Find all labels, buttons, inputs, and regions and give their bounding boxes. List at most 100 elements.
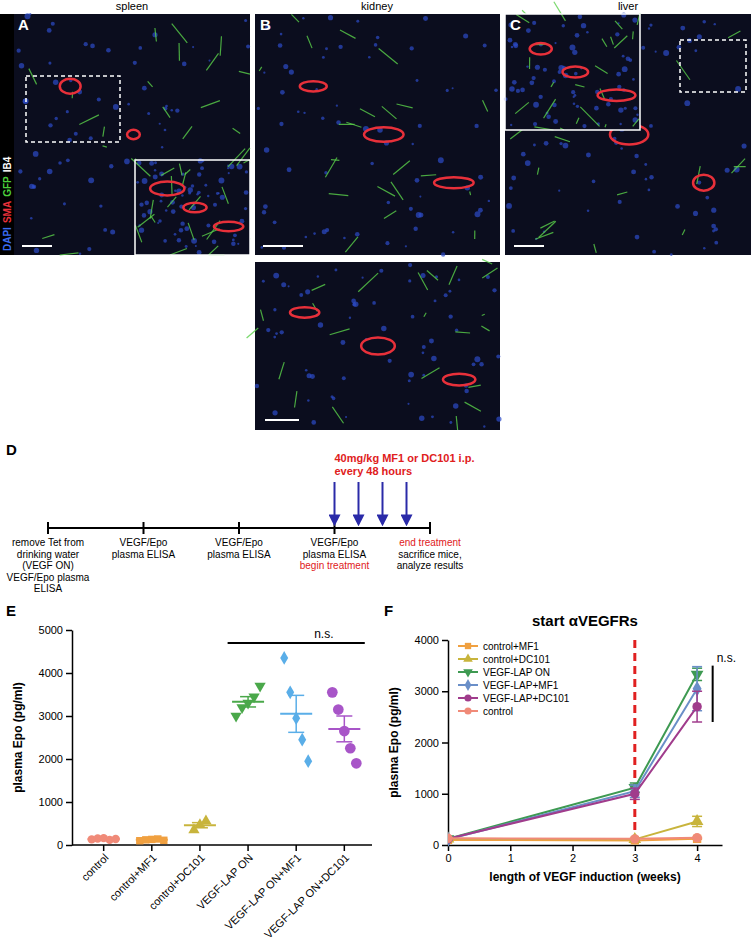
nucleus xyxy=(544,141,549,146)
series-line xyxy=(448,707,697,839)
nucleus xyxy=(648,27,650,29)
significance-bracket xyxy=(228,642,365,644)
panel-letter: A xyxy=(18,16,29,33)
nucleus xyxy=(581,23,586,28)
nucleus xyxy=(529,80,534,85)
panel-letter: D xyxy=(6,441,17,458)
capillary xyxy=(537,168,538,175)
nucleus xyxy=(188,187,193,192)
dose-arrow xyxy=(334,482,336,524)
nucleus xyxy=(711,224,716,229)
nucleus xyxy=(345,416,347,418)
capillary xyxy=(483,100,488,111)
nucleus xyxy=(622,55,625,58)
nucleus xyxy=(261,246,264,249)
vessel xyxy=(530,43,552,54)
nucleus xyxy=(452,87,454,89)
tick-mark xyxy=(344,845,346,851)
vessel xyxy=(434,177,474,188)
nucleus xyxy=(279,122,283,126)
nucleus xyxy=(632,78,635,81)
nucleus xyxy=(53,79,58,84)
dose-arrow xyxy=(382,482,384,524)
capillary xyxy=(396,104,412,108)
nucleus xyxy=(408,372,414,378)
capillary xyxy=(633,119,639,126)
mean-line xyxy=(136,839,168,841)
nucleus xyxy=(160,200,163,203)
data-point xyxy=(351,758,362,769)
nucleus xyxy=(546,114,551,119)
nucleus xyxy=(289,70,294,75)
tick-label: 4000 xyxy=(39,667,63,679)
error-stem xyxy=(344,716,346,742)
nucleus xyxy=(431,356,437,362)
capillary xyxy=(427,270,438,280)
capillary xyxy=(163,107,170,118)
tick-label: 2 xyxy=(570,852,576,864)
nucleus xyxy=(381,326,386,331)
nucleus xyxy=(675,204,680,209)
vessel xyxy=(364,127,404,142)
capillary xyxy=(161,168,174,175)
nucleus xyxy=(449,421,452,424)
micrograph xyxy=(247,259,502,430)
nucleus xyxy=(370,162,374,166)
nucleus xyxy=(478,175,483,180)
error-cap xyxy=(240,706,256,708)
nucleus xyxy=(649,124,653,128)
tick-label: 1000 xyxy=(415,788,439,800)
nucleus xyxy=(174,189,176,191)
data-point xyxy=(345,743,356,754)
nucleus xyxy=(452,231,455,234)
significance-bracket xyxy=(712,666,714,722)
nucleus xyxy=(521,152,526,157)
capillary xyxy=(379,49,398,64)
nucleus xyxy=(586,31,589,34)
capillary xyxy=(728,31,740,38)
nucleus xyxy=(147,112,150,115)
nucleus xyxy=(88,177,94,183)
panel-letter: E xyxy=(6,602,16,619)
axis: controlcontrol+MF1control+DC101VEGF-LAP … xyxy=(72,845,372,941)
nucleus xyxy=(422,345,426,349)
nucleus xyxy=(511,46,514,49)
nucleus xyxy=(321,117,324,120)
capillary xyxy=(529,57,530,69)
nucleus xyxy=(641,46,645,50)
nucleus xyxy=(413,227,417,231)
capillary xyxy=(551,82,554,87)
capillary xyxy=(150,200,153,219)
nucleus xyxy=(66,110,69,113)
capillary xyxy=(555,137,570,142)
capillary xyxy=(384,211,396,219)
series-line xyxy=(448,689,697,840)
mean-line xyxy=(88,838,120,840)
capillary xyxy=(611,37,614,45)
tick-label: 1 xyxy=(508,852,514,864)
nucleus xyxy=(694,49,697,52)
capillary xyxy=(42,235,54,239)
nucleus xyxy=(458,279,461,282)
nucleus xyxy=(264,147,269,152)
nucleus xyxy=(496,354,500,358)
nucleus xyxy=(318,322,323,327)
tick-label: 0 xyxy=(445,852,451,864)
legend: control+MF1control+DC101VEGF-LAP ONVEGF-… xyxy=(458,641,570,717)
nucleus xyxy=(703,247,705,249)
stage-label: (VEGF ON) xyxy=(22,560,74,571)
nucleus xyxy=(494,88,498,92)
stage-label: VEGF/Epo plasma xyxy=(7,572,90,583)
micrograph xyxy=(131,148,250,255)
nucleus xyxy=(374,43,378,47)
stain-label: GFP xyxy=(2,176,13,197)
stain-label: IB4 xyxy=(2,156,13,172)
micrograph xyxy=(504,2,640,130)
timeline-tick xyxy=(47,522,49,534)
tick-label: 4000 xyxy=(415,634,439,646)
error-bar xyxy=(692,667,702,711)
nucleus xyxy=(488,200,490,202)
nucleus xyxy=(725,168,730,173)
nucleus xyxy=(376,36,380,40)
tick-mark xyxy=(442,640,448,642)
